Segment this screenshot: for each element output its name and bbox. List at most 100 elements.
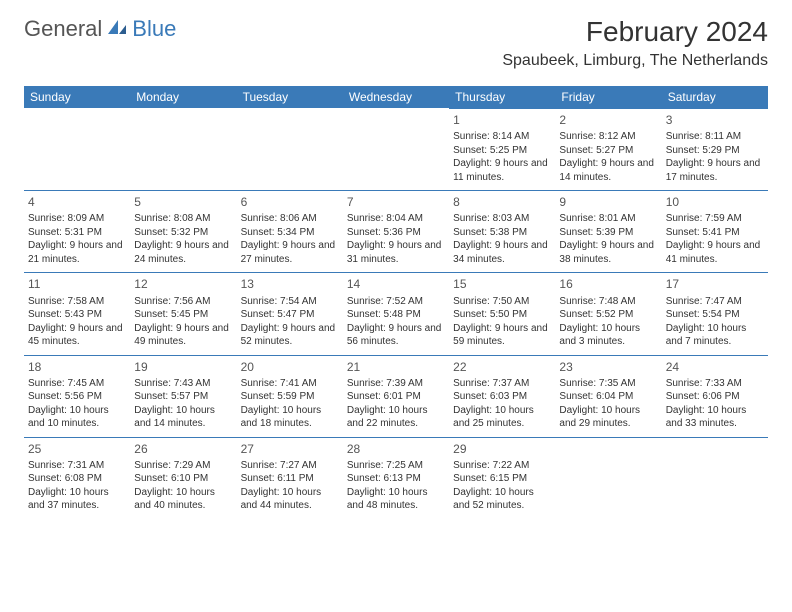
daylight-text: Daylight: 10 hours and 37 minutes. xyxy=(28,486,126,513)
sunset-text: Sunset: 5:39 PM xyxy=(559,226,657,240)
day-number: 26 xyxy=(134,441,232,457)
daylight-text: Daylight: 9 hours and 11 minutes. xyxy=(453,157,551,184)
sunset-text: Sunset: 5:29 PM xyxy=(666,144,764,158)
sunrise-text: Sunrise: 7:25 AM xyxy=(347,459,445,473)
sunset-text: Sunset: 6:15 PM xyxy=(453,472,551,486)
daylight-text: Daylight: 9 hours and 34 minutes. xyxy=(453,239,551,266)
sunset-text: Sunset: 5:48 PM xyxy=(347,308,445,322)
sunset-text: Sunset: 5:57 PM xyxy=(134,390,232,404)
sunset-text: Sunset: 5:59 PM xyxy=(241,390,339,404)
calendar-cell xyxy=(555,437,661,519)
day-number: 28 xyxy=(347,441,445,457)
sunrise-text: Sunrise: 7:54 AM xyxy=(241,295,339,309)
calendar-cell xyxy=(130,108,236,190)
sunset-text: Sunset: 6:04 PM xyxy=(559,390,657,404)
day-number: 6 xyxy=(241,194,339,210)
sunrise-text: Sunrise: 8:04 AM xyxy=(347,212,445,226)
day-number: 14 xyxy=(347,276,445,292)
daylight-text: Daylight: 9 hours and 52 minutes. xyxy=(241,322,339,349)
daylight-text: Daylight: 10 hours and 40 minutes. xyxy=(134,486,232,513)
sunset-text: Sunset: 5:41 PM xyxy=(666,226,764,240)
calendar-cell: 8Sunrise: 8:03 AMSunset: 5:38 PMDaylight… xyxy=(449,190,555,272)
day-number: 27 xyxy=(241,441,339,457)
calendar-cell: 3Sunrise: 8:11 AMSunset: 5:29 PMDaylight… xyxy=(662,108,768,190)
day-number: 5 xyxy=(134,194,232,210)
calendar-cell: 14Sunrise: 7:52 AMSunset: 5:48 PMDayligh… xyxy=(343,272,449,354)
daylight-text: Daylight: 10 hours and 22 minutes. xyxy=(347,404,445,431)
calendar-header-cell: Monday xyxy=(130,86,236,108)
sunrise-text: Sunrise: 7:43 AM xyxy=(134,377,232,391)
calendar-cell: 2Sunrise: 8:12 AMSunset: 5:27 PMDaylight… xyxy=(555,108,661,190)
day-number: 10 xyxy=(666,194,764,210)
day-number: 13 xyxy=(241,276,339,292)
calendar-cell: 9Sunrise: 8:01 AMSunset: 5:39 PMDaylight… xyxy=(555,190,661,272)
day-number: 2 xyxy=(559,112,657,128)
sunrise-text: Sunrise: 7:31 AM xyxy=(28,459,126,473)
sunrise-text: Sunrise: 7:47 AM xyxy=(666,295,764,309)
daylight-text: Daylight: 10 hours and 52 minutes. xyxy=(453,486,551,513)
calendar: SundayMondayTuesdayWednesdayThursdayFrid… xyxy=(24,86,768,519)
calendar-cell xyxy=(343,108,449,190)
calendar-cell: 6Sunrise: 8:06 AMSunset: 5:34 PMDaylight… xyxy=(237,190,343,272)
daylight-text: Daylight: 10 hours and 10 minutes. xyxy=(28,404,126,431)
calendar-header-cell: Friday xyxy=(555,86,661,108)
title-block: February 2024 Spaubeek, Limburg, The Net… xyxy=(502,16,768,70)
daylight-text: Daylight: 10 hours and 3 minutes. xyxy=(559,322,657,349)
daylight-text: Daylight: 10 hours and 14 minutes. xyxy=(134,404,232,431)
calendar-cell: 28 Sunrise: 7:25 AMSunset: 6:13 PMDayligh… xyxy=(343,437,449,519)
calendar-header-row: SundayMondayTuesdayWednesdayThursdayFrid… xyxy=(24,86,768,108)
calendar-cell: 1Sunrise: 8:14 AMSunset: 5:25 PMDaylight… xyxy=(449,108,555,190)
sunrise-text: Sunrise: 8:03 AM xyxy=(453,212,551,226)
day-number: 24 xyxy=(666,359,764,375)
calendar-cell xyxy=(24,108,130,190)
sunset-text: Sunset: 6:13 PM xyxy=(347,472,445,486)
sunrise-text: Sunrise: 8:14 AM xyxy=(453,130,551,144)
calendar-cell xyxy=(662,437,768,519)
day-number: 18 xyxy=(28,359,126,375)
daylight-text: Daylight: 10 hours and 48 minutes. xyxy=(347,486,445,513)
sunset-text: Sunset: 6:08 PM xyxy=(28,472,126,486)
page-title: February 2024 xyxy=(502,16,768,48)
calendar-cell: 24Sunrise: 7:33 AMSunset: 6:06 PMDayligh… xyxy=(662,355,768,437)
sunrise-text: Sunrise: 8:11 AM xyxy=(666,130,764,144)
sunset-text: Sunset: 5:27 PM xyxy=(559,144,657,158)
daylight-text: Daylight: 10 hours and 18 minutes. xyxy=(241,404,339,431)
day-number: 29 xyxy=(453,441,551,457)
sunset-text: Sunset: 5:34 PM xyxy=(241,226,339,240)
day-number: 8 xyxy=(453,194,551,210)
daylight-text: Daylight: 9 hours and 21 minutes. xyxy=(28,239,126,266)
sunrise-text: Sunrise: 8:09 AM xyxy=(28,212,126,226)
calendar-header-cell: Thursday xyxy=(449,86,555,108)
day-number: 20 xyxy=(241,359,339,375)
calendar-cell: 5Sunrise: 8:08 AMSunset: 5:32 PMDaylight… xyxy=(130,190,236,272)
day-number: 7 xyxy=(347,194,445,210)
sunset-text: Sunset: 5:36 PM xyxy=(347,226,445,240)
calendar-body: 1Sunrise: 8:14 AMSunset: 5:25 PMDaylight… xyxy=(24,108,768,519)
logo-text-general: General xyxy=(24,16,102,42)
calendar-cell: 19Sunrise: 7:43 AMSunset: 5:57 PMDayligh… xyxy=(130,355,236,437)
sunset-text: Sunset: 5:32 PM xyxy=(134,226,232,240)
calendar-cell: 4Sunrise: 8:09 AMSunset: 5:31 PMDaylight… xyxy=(24,190,130,272)
calendar-cell: 7Sunrise: 8:04 AMSunset: 5:36 PMDaylight… xyxy=(343,190,449,272)
calendar-cell: 26Sunrise: 7:29 AMSunset: 6:10 PMDayligh… xyxy=(130,437,236,519)
day-number: 17 xyxy=(666,276,764,292)
daylight-text: Daylight: 10 hours and 29 minutes. xyxy=(559,404,657,431)
calendar-cell: 20Sunrise: 7:41 AMSunset: 5:59 PMDayligh… xyxy=(237,355,343,437)
sunrise-text: Sunrise: 7:58 AM xyxy=(28,295,126,309)
sunrise-text: Sunrise: 7:50 AM xyxy=(453,295,551,309)
day-number: 23 xyxy=(559,359,657,375)
sunset-text: Sunset: 5:56 PM xyxy=(28,390,126,404)
sunset-text: Sunset: 5:54 PM xyxy=(666,308,764,322)
calendar-cell: 21Sunrise: 7:39 AMSunset: 6:01 PMDayligh… xyxy=(343,355,449,437)
calendar-cell: 10Sunrise: 7:59 AMSunset: 5:41 PMDayligh… xyxy=(662,190,768,272)
sunset-text: Sunset: 6:03 PM xyxy=(453,390,551,404)
sunrise-text: Sunrise: 8:12 AM xyxy=(559,130,657,144)
sunrise-text: Sunrise: 7:59 AM xyxy=(666,212,764,226)
daylight-text: Daylight: 9 hours and 59 minutes. xyxy=(453,322,551,349)
calendar-cell: 22Sunrise: 7:37 AMSunset: 6:03 PMDayligh… xyxy=(449,355,555,437)
sunrise-text: Sunrise: 8:08 AM xyxy=(134,212,232,226)
daylight-text: Daylight: 9 hours and 56 minutes. xyxy=(347,322,445,349)
calendar-cell: 17Sunrise: 7:47 AMSunset: 5:54 PMDayligh… xyxy=(662,272,768,354)
sail-icon xyxy=(106,18,128,41)
sunset-text: Sunset: 5:50 PM xyxy=(453,308,551,322)
